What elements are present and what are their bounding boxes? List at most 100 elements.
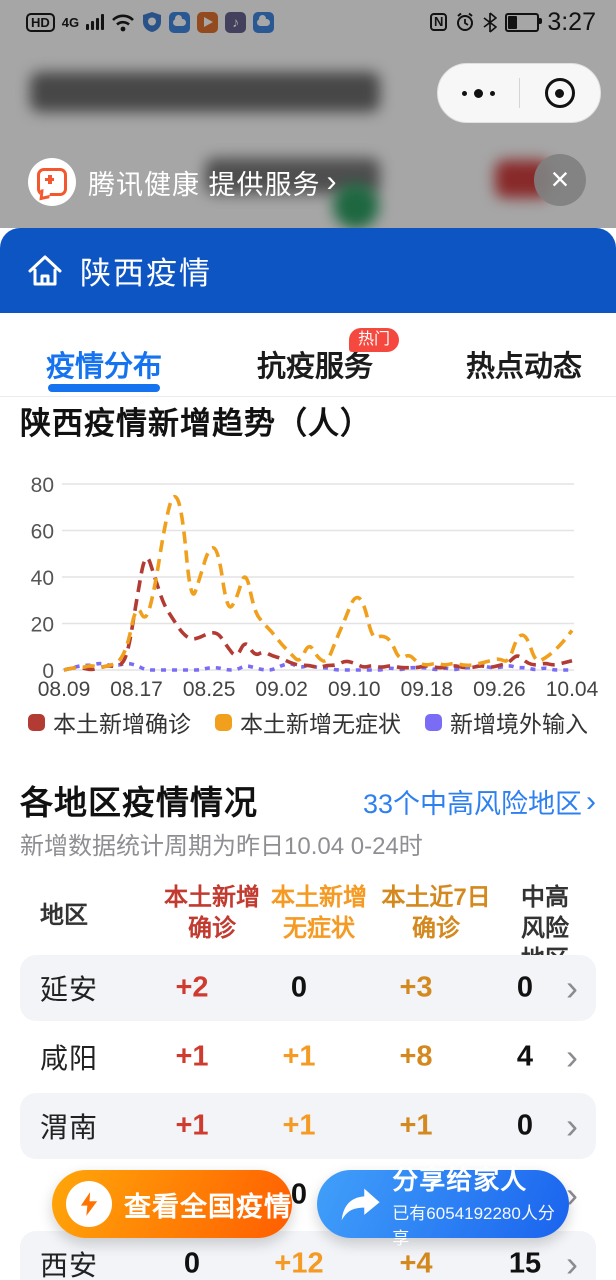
column-header: 本土新增 无症状 xyxy=(271,884,367,942)
chart-legend: 本土新增确诊 本土新增无症状 新增境外输入 xyxy=(0,705,616,739)
trend-line-chart: 0 20 40 60 80 08.09 08.17 08.25 09.02 09.10 09.18 0… xyxy=(31,474,599,701)
svg-text:08.25: 08.25 xyxy=(183,678,236,701)
legend-swatch-icon xyxy=(28,713,45,731)
wifi-icon xyxy=(112,14,135,31)
blurred-page-title xyxy=(30,72,380,112)
share-arrow-icon xyxy=(341,1188,380,1221)
page-header: 陕西疫情 xyxy=(0,228,616,313)
tencent-health-logo-icon xyxy=(28,158,76,206)
svg-text:80: 80 xyxy=(31,474,54,497)
svg-text:09.26: 09.26 xyxy=(473,678,526,701)
legend-label: 本土新增确诊 xyxy=(53,711,191,737)
region-value: 0 xyxy=(516,971,534,1004)
tab-epidemic-distribution[interactable]: 疫情分布 xyxy=(46,351,163,383)
network-4g-label: 4G xyxy=(61,14,80,30)
capsule-divider xyxy=(518,78,520,108)
hot-badge: 热门 xyxy=(349,328,400,352)
status-bar: HD 4G ♪ N xyxy=(0,0,616,44)
svg-text:0: 0 xyxy=(42,660,54,683)
chevron-right-icon: › xyxy=(326,165,337,198)
status-time: 3:27 xyxy=(547,7,596,36)
active-tab-underline xyxy=(48,384,160,392)
region-name: 西安 xyxy=(40,1250,99,1280)
home-icon[interactable] xyxy=(26,253,64,289)
close-miniprogram-icon[interactable] xyxy=(520,78,601,108)
svg-text:08.09: 08.09 xyxy=(38,678,91,701)
page-title: 陕西疫情 xyxy=(80,256,212,291)
risk-areas-link[interactable]: 33个中高风险地区 › xyxy=(363,782,596,821)
row-chevron-icon[interactable]: › xyxy=(566,1174,578,1215)
column-header: 本土近7日 确诊 xyxy=(381,884,491,942)
row-chevron-icon[interactable]: › xyxy=(566,1243,578,1280)
status-bar-right: N 3:27 xyxy=(429,7,596,37)
legend-item: 新增境外输入 xyxy=(425,705,588,739)
column-header: 本土新增 确诊 xyxy=(164,884,260,942)
service-provider-banner[interactable]: 腾讯健康 提供服务 › xyxy=(0,152,616,212)
region-value: 4 xyxy=(516,1040,534,1073)
svg-text:08.17: 08.17 xyxy=(110,678,163,701)
svg-text:09.18: 09.18 xyxy=(401,678,454,701)
table-row[interactable]: 延安 +2 0 +3 0 › xyxy=(20,955,596,1021)
share-button-label: 分享给家人 xyxy=(392,1164,528,1195)
table-row-covered[interactable]: 0 › xyxy=(20,1162,596,1228)
service-banner-text: 腾讯健康 提供服务 xyxy=(88,169,321,200)
svg-text:09.02: 09.02 xyxy=(255,678,308,701)
region-value: 15 xyxy=(508,1247,542,1280)
table-row[interactable]: 西安 0 +12 +4 15 › xyxy=(20,1231,596,1280)
view-national-epidemic-button[interactable]: 查看全国疫情 xyxy=(52,1170,292,1238)
alarm-clock-icon xyxy=(457,12,474,31)
region-value: +3 xyxy=(399,971,433,1004)
region-value: +4 xyxy=(399,1247,433,1280)
row-chevron-icon[interactable]: › xyxy=(566,1036,578,1077)
svg-text:20: 20 xyxy=(31,614,54,637)
blurred-green-dot xyxy=(333,183,379,228)
region-value: +12 xyxy=(274,1247,324,1280)
tab-bar: 疫情分布 抗疫服务 热点动态 热门 xyxy=(0,313,616,397)
row-chevron-icon[interactable]: › xyxy=(566,1105,578,1146)
miniprogram-capsule[interactable] xyxy=(437,63,601,123)
region-name: 咸阳 xyxy=(40,1043,99,1074)
region-value: +8 xyxy=(399,1040,433,1073)
music-app-icon: ♪ xyxy=(225,11,247,33)
region-value: 0 xyxy=(516,1109,534,1142)
tab-hot-news[interactable]: 热点动态 xyxy=(465,351,582,383)
legend-swatch-icon xyxy=(215,713,232,731)
nfc-icon: N xyxy=(429,13,448,31)
share-to-family-button[interactable]: 分享给家人 已有6054192280人分享 xyxy=(317,1165,569,1248)
legend-swatch-icon xyxy=(425,713,442,731)
row-chevron-icon[interactable]: › xyxy=(566,967,578,1008)
security-shield-icon xyxy=(143,12,162,32)
region-name: 延安 xyxy=(40,974,99,1005)
battery-icon xyxy=(505,12,543,32)
banner-close-button[interactable]: × xyxy=(534,154,586,206)
view-national-label: 查看全国疫情 xyxy=(124,1191,292,1222)
region-value: +1 xyxy=(282,1109,316,1142)
risk-areas-link-text: 33个中高风险地区 xyxy=(362,789,582,819)
region-value: +1 xyxy=(175,1109,209,1142)
hd-icon: HD xyxy=(26,12,55,32)
video-app-icon xyxy=(197,11,219,33)
region-value: 0 xyxy=(290,971,308,1004)
region-name: 渭南 xyxy=(40,1112,99,1143)
regions-section-title: 各地区疫情情况 xyxy=(20,784,258,821)
status-bar-left: HD 4G ♪ xyxy=(26,11,275,33)
region-value: 0 xyxy=(290,1178,308,1211)
signal-strength-icon xyxy=(86,14,105,30)
region-value: +1 xyxy=(399,1109,433,1142)
stats-period-subtitle: 新增数据统计周期为昨日10.04 0-24时 xyxy=(20,833,423,860)
legend-item: 本土新增无症状 xyxy=(215,705,401,739)
svg-text:60: 60 xyxy=(31,521,54,544)
chart-title: 陕西疫情新增趋势（人） xyxy=(20,406,372,441)
table-row[interactable]: 渭南 +1 +1 +1 0 › xyxy=(20,1093,596,1159)
svg-text:40: 40 xyxy=(31,567,54,590)
legend-label: 新增境外输入 xyxy=(450,711,588,737)
svg-text:10.04: 10.04 xyxy=(546,678,599,701)
region-value: +1 xyxy=(175,1040,209,1073)
table-row[interactable]: 咸阳 +1 +1 +8 4 › xyxy=(20,1024,596,1090)
table-header: 地区本土新增确诊本土新增无症状本土近7日确诊中高风险地区 xyxy=(20,882,596,973)
legend-item: 本土新增确诊 xyxy=(28,705,191,739)
tab-anti-epidemic-services[interactable]: 抗疫服务 xyxy=(256,351,373,383)
more-options-icon[interactable] xyxy=(438,88,519,98)
region-value: +2 xyxy=(175,971,209,1004)
